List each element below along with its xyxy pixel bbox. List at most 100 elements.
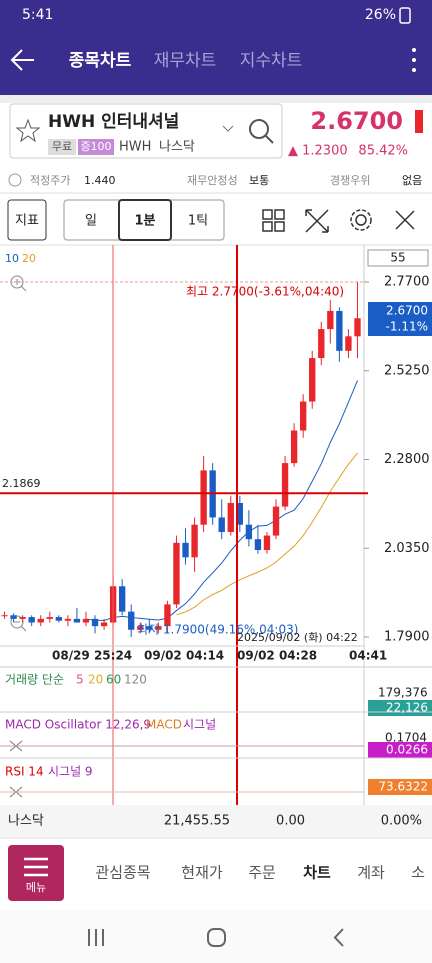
button-label[interactable]: 1분 bbox=[134, 214, 155, 229]
zoom-box[interactable] bbox=[367, 249, 429, 267]
candle-body bbox=[155, 626, 162, 630]
index-row-bg bbox=[0, 805, 432, 837]
change-pct: 85.42% bbox=[358, 144, 408, 159]
high-label: 최고 2.7700(-3.61%,04:40) bbox=[186, 285, 344, 299]
button-label[interactable]: 일 bbox=[85, 214, 97, 229]
volume-period: 60 bbox=[106, 673, 121, 687]
ma-label: 10 bbox=[5, 252, 19, 265]
candle-body bbox=[300, 401, 307, 431]
candle-body bbox=[290, 430, 298, 464]
crosshair-time: 2025/09/02 (화) 04:22 bbox=[237, 631, 358, 644]
menu-label: 메뉴 bbox=[26, 881, 46, 894]
last-change: -1.11% bbox=[386, 320, 428, 334]
candle-body bbox=[227, 502, 234, 532]
candle-body bbox=[191, 524, 198, 558]
divider bbox=[0, 95, 432, 103]
button-label: 지표 bbox=[15, 214, 39, 229]
candle-body bbox=[82, 618, 90, 623]
tag: 증100 bbox=[80, 140, 111, 153]
plot bbox=[0, 281, 369, 638]
tag: 무료 bbox=[52, 140, 72, 153]
candle-body bbox=[64, 618, 72, 621]
macd-signal-label: 시그널 bbox=[183, 718, 216, 732]
nav-item[interactable]: 주문 bbox=[248, 864, 276, 882]
rating-value: 없음 bbox=[402, 174, 422, 187]
volume-period: 120 bbox=[124, 673, 147, 687]
button-label[interactable]: 1틱 bbox=[188, 214, 208, 229]
y-tick-label: 2.7700 bbox=[384, 275, 430, 290]
nav-item[interactable]: 계좌 bbox=[357, 864, 385, 882]
nav-item[interactable]: 소 bbox=[411, 864, 425, 882]
index-change: 0.00 bbox=[276, 814, 305, 829]
candle-body bbox=[254, 539, 262, 551]
header-bg bbox=[0, 0, 432, 95]
candle-body bbox=[100, 622, 108, 627]
nav-item[interactable]: 관심종목 bbox=[95, 864, 150, 882]
time-label: 08/29 25:24 bbox=[52, 649, 132, 663]
y-tick-label: 1.7900 bbox=[384, 630, 430, 645]
y-tick-label: 2.0350 bbox=[384, 541, 430, 556]
favorite-star[interactable] bbox=[15, 118, 41, 143]
rsi-box bbox=[368, 779, 432, 795]
tag-bg bbox=[48, 139, 76, 155]
dropdown[interactable] bbox=[222, 125, 234, 132]
crosshair-label-bg bbox=[0, 477, 46, 492]
menu-button[interactable] bbox=[8, 845, 64, 901]
recent-button[interactable] bbox=[88, 929, 104, 946]
home-button[interactable] bbox=[207, 928, 226, 947]
candle-body bbox=[263, 535, 271, 551]
nav-item[interactable]: 현재가 bbox=[181, 864, 223, 882]
volume-title: 거래량 단순 bbox=[5, 673, 64, 687]
candle-body bbox=[236, 502, 243, 525]
ma-label: 20 bbox=[22, 252, 36, 265]
macd-line-label: MACD bbox=[146, 718, 182, 732]
candle-body bbox=[91, 618, 99, 627]
search-icon[interactable] bbox=[249, 119, 274, 144]
ticker: HWH bbox=[119, 140, 151, 155]
menu-icon bbox=[24, 857, 48, 877]
candle-body bbox=[46, 617, 53, 619]
rsi-signal-label: 시그널 9 bbox=[48, 765, 93, 779]
rsi-last: 73.6322 bbox=[378, 780, 428, 794]
last-price: 2.6700 bbox=[386, 304, 428, 318]
time-label: 09/02 04:28 bbox=[237, 649, 317, 663]
tab[interactable]: 종목차트 bbox=[69, 51, 132, 71]
change: ▲ 1.2300 bbox=[288, 144, 348, 159]
candle-body bbox=[37, 618, 44, 623]
more-button[interactable] bbox=[412, 48, 416, 72]
toolbar-icons[interactable] bbox=[262, 209, 415, 233]
back-nav[interactable] bbox=[333, 928, 344, 947]
candle-body bbox=[245, 524, 253, 540]
candle-body bbox=[327, 310, 334, 330]
zoom-in[interactable] bbox=[10, 275, 27, 292]
battery-icon bbox=[399, 7, 411, 24]
candle-body bbox=[137, 626, 144, 630]
nav-item[interactable]: 차트 bbox=[303, 864, 331, 882]
back-button[interactable] bbox=[10, 49, 34, 71]
status-time: 5:41 bbox=[22, 7, 53, 23]
rating-label: 경쟁우위 bbox=[330, 174, 370, 187]
candle-body bbox=[1, 615, 8, 617]
rating-label: 적정주가 bbox=[30, 174, 70, 187]
button[interactable] bbox=[7, 199, 47, 241]
ma-line bbox=[176, 452, 358, 616]
help-icon[interactable] bbox=[8, 173, 22, 187]
rating-label: 재무안정성 bbox=[187, 174, 238, 187]
crosshair-label: 2.1869 bbox=[2, 477, 41, 490]
time-label: 09/02 04:14 bbox=[144, 649, 224, 663]
y-tick-label: 2.2800 bbox=[384, 452, 430, 467]
candle-body bbox=[128, 611, 135, 630]
tab[interactable]: 재무차트 bbox=[154, 51, 217, 71]
system-nav bbox=[0, 910, 432, 963]
tab[interactable]: 지수차트 bbox=[240, 51, 303, 71]
macd-box bbox=[368, 742, 432, 758]
status-battery: 26% bbox=[365, 7, 396, 23]
market: 나스닥 bbox=[159, 140, 195, 155]
zoom-value: 55 bbox=[390, 251, 405, 265]
candle-body bbox=[309, 358, 316, 402]
candle-body bbox=[318, 329, 325, 359]
segment-selected[interactable] bbox=[118, 199, 172, 241]
low-label: 최저 1.7900(49.16%,04:03) bbox=[137, 623, 298, 637]
candle-body bbox=[354, 318, 361, 337]
